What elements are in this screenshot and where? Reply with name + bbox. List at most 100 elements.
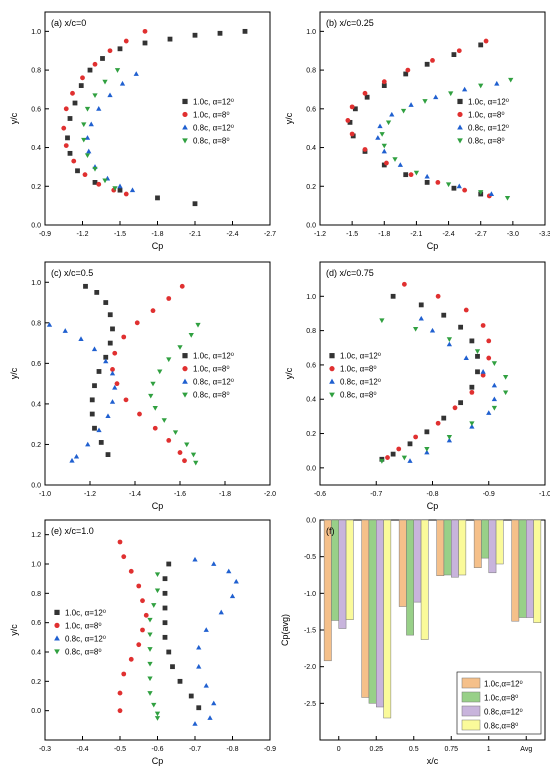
data-point (458, 400, 464, 406)
data-point (172, 430, 179, 436)
data-point (143, 612, 149, 618)
data-point (412, 326, 419, 332)
data-point (403, 71, 409, 77)
data-point (441, 415, 447, 421)
x-tick-label: -1.2 (84, 491, 96, 498)
x-tick-label: -0.6 (151, 746, 163, 753)
data-point (117, 183, 123, 189)
data-point (70, 90, 75, 96)
data-point (91, 346, 98, 352)
x-tick-label: -2.4 (443, 231, 455, 238)
data-point (151, 702, 157, 708)
data-point (96, 427, 102, 433)
data-point (424, 429, 430, 435)
x-tick-label: -2.1 (410, 231, 422, 238)
data-point (128, 568, 134, 574)
data-point (203, 682, 209, 688)
data-point (167, 36, 173, 42)
x-tick-label: Avg (520, 746, 532, 753)
y-tick-label: 0.8 (31, 320, 41, 327)
panel-title: (b) x/c=0.25 (326, 18, 374, 28)
data-point (148, 393, 154, 399)
x-tick-label: -3.3 (539, 231, 550, 238)
data-point (147, 676, 153, 682)
x-tick-label: 0.5 (409, 746, 419, 753)
y-tick-label: 0.0 (31, 223, 41, 230)
legend-marker (329, 366, 335, 372)
data-point (142, 28, 148, 34)
x-tick-label: -1.8 (378, 231, 390, 238)
data-point (480, 369, 486, 374)
data-point (63, 106, 69, 112)
data-point (140, 627, 145, 633)
data-point (407, 458, 413, 463)
data-point (96, 106, 102, 111)
y-tick-label: 1.2 (31, 532, 41, 539)
data-point (63, 143, 69, 149)
x-tick-label: -2.7 (475, 231, 487, 238)
y-tick-label: 0.6 (306, 362, 316, 369)
y-tick-label: 1.0 (31, 562, 41, 569)
y-tick-label: 0.6 (31, 361, 41, 368)
data-point (502, 390, 509, 396)
legend-label: 1.0c, α=12⁰ (468, 97, 509, 106)
legend-label: 1.0c, α=12⁰ (193, 97, 234, 106)
data-point (469, 421, 475, 427)
data-point (154, 711, 161, 717)
y-tick-label: 0.6 (31, 106, 41, 113)
data-point (107, 48, 113, 54)
data-point (504, 195, 511, 201)
bar (368, 519, 377, 704)
data-point (463, 355, 469, 360)
series-3 (46, 322, 118, 463)
data-point (345, 118, 351, 123)
data-point (196, 663, 202, 669)
data-point (478, 42, 484, 48)
legend-label: 1.0c, α=8⁰ (65, 621, 102, 630)
series-3 (375, 80, 500, 196)
data-point (96, 181, 102, 187)
data-point (166, 561, 172, 567)
data-point (112, 350, 118, 356)
data-point (413, 434, 419, 440)
data-point (65, 135, 70, 141)
plot-frame (44, 11, 271, 226)
y-axis-label: y/c (284, 112, 294, 124)
data-point (196, 644, 202, 650)
data-point (229, 593, 236, 599)
data-point (136, 583, 142, 589)
data-point (508, 77, 514, 83)
data-point (147, 632, 153, 638)
series-1 (162, 561, 202, 711)
legend-marker (54, 609, 60, 615)
data-point (448, 91, 454, 97)
x-axis-label: Cp (152, 501, 164, 511)
data-point (429, 327, 436, 333)
data-point (89, 397, 95, 403)
legend-marker (457, 124, 463, 130)
x-tick-label: -1.5 (114, 231, 126, 238)
legend-marker (54, 622, 60, 629)
x-tick-label: 0.75 (444, 746, 458, 753)
x-tick-label: -2.0 (264, 491, 276, 498)
data-point (486, 338, 492, 344)
data-point (92, 93, 98, 99)
data-point (147, 661, 153, 667)
data-point (112, 384, 118, 390)
legend-label: 0.8c, α=8⁰ (193, 391, 230, 400)
bar (533, 519, 542, 623)
data-point (102, 178, 108, 184)
data-point (491, 396, 498, 402)
data-point (474, 349, 481, 354)
x-tick-label: 1 (487, 746, 491, 753)
y-axis-label: y/c (284, 367, 294, 379)
bar (488, 519, 497, 574)
data-point (491, 361, 498, 366)
series-2 (385, 281, 492, 460)
data-point (392, 157, 398, 162)
y-tick-label: -0.5 (304, 554, 316, 561)
legend-marker (457, 138, 463, 144)
data-point (182, 458, 187, 464)
data-point (424, 447, 430, 452)
